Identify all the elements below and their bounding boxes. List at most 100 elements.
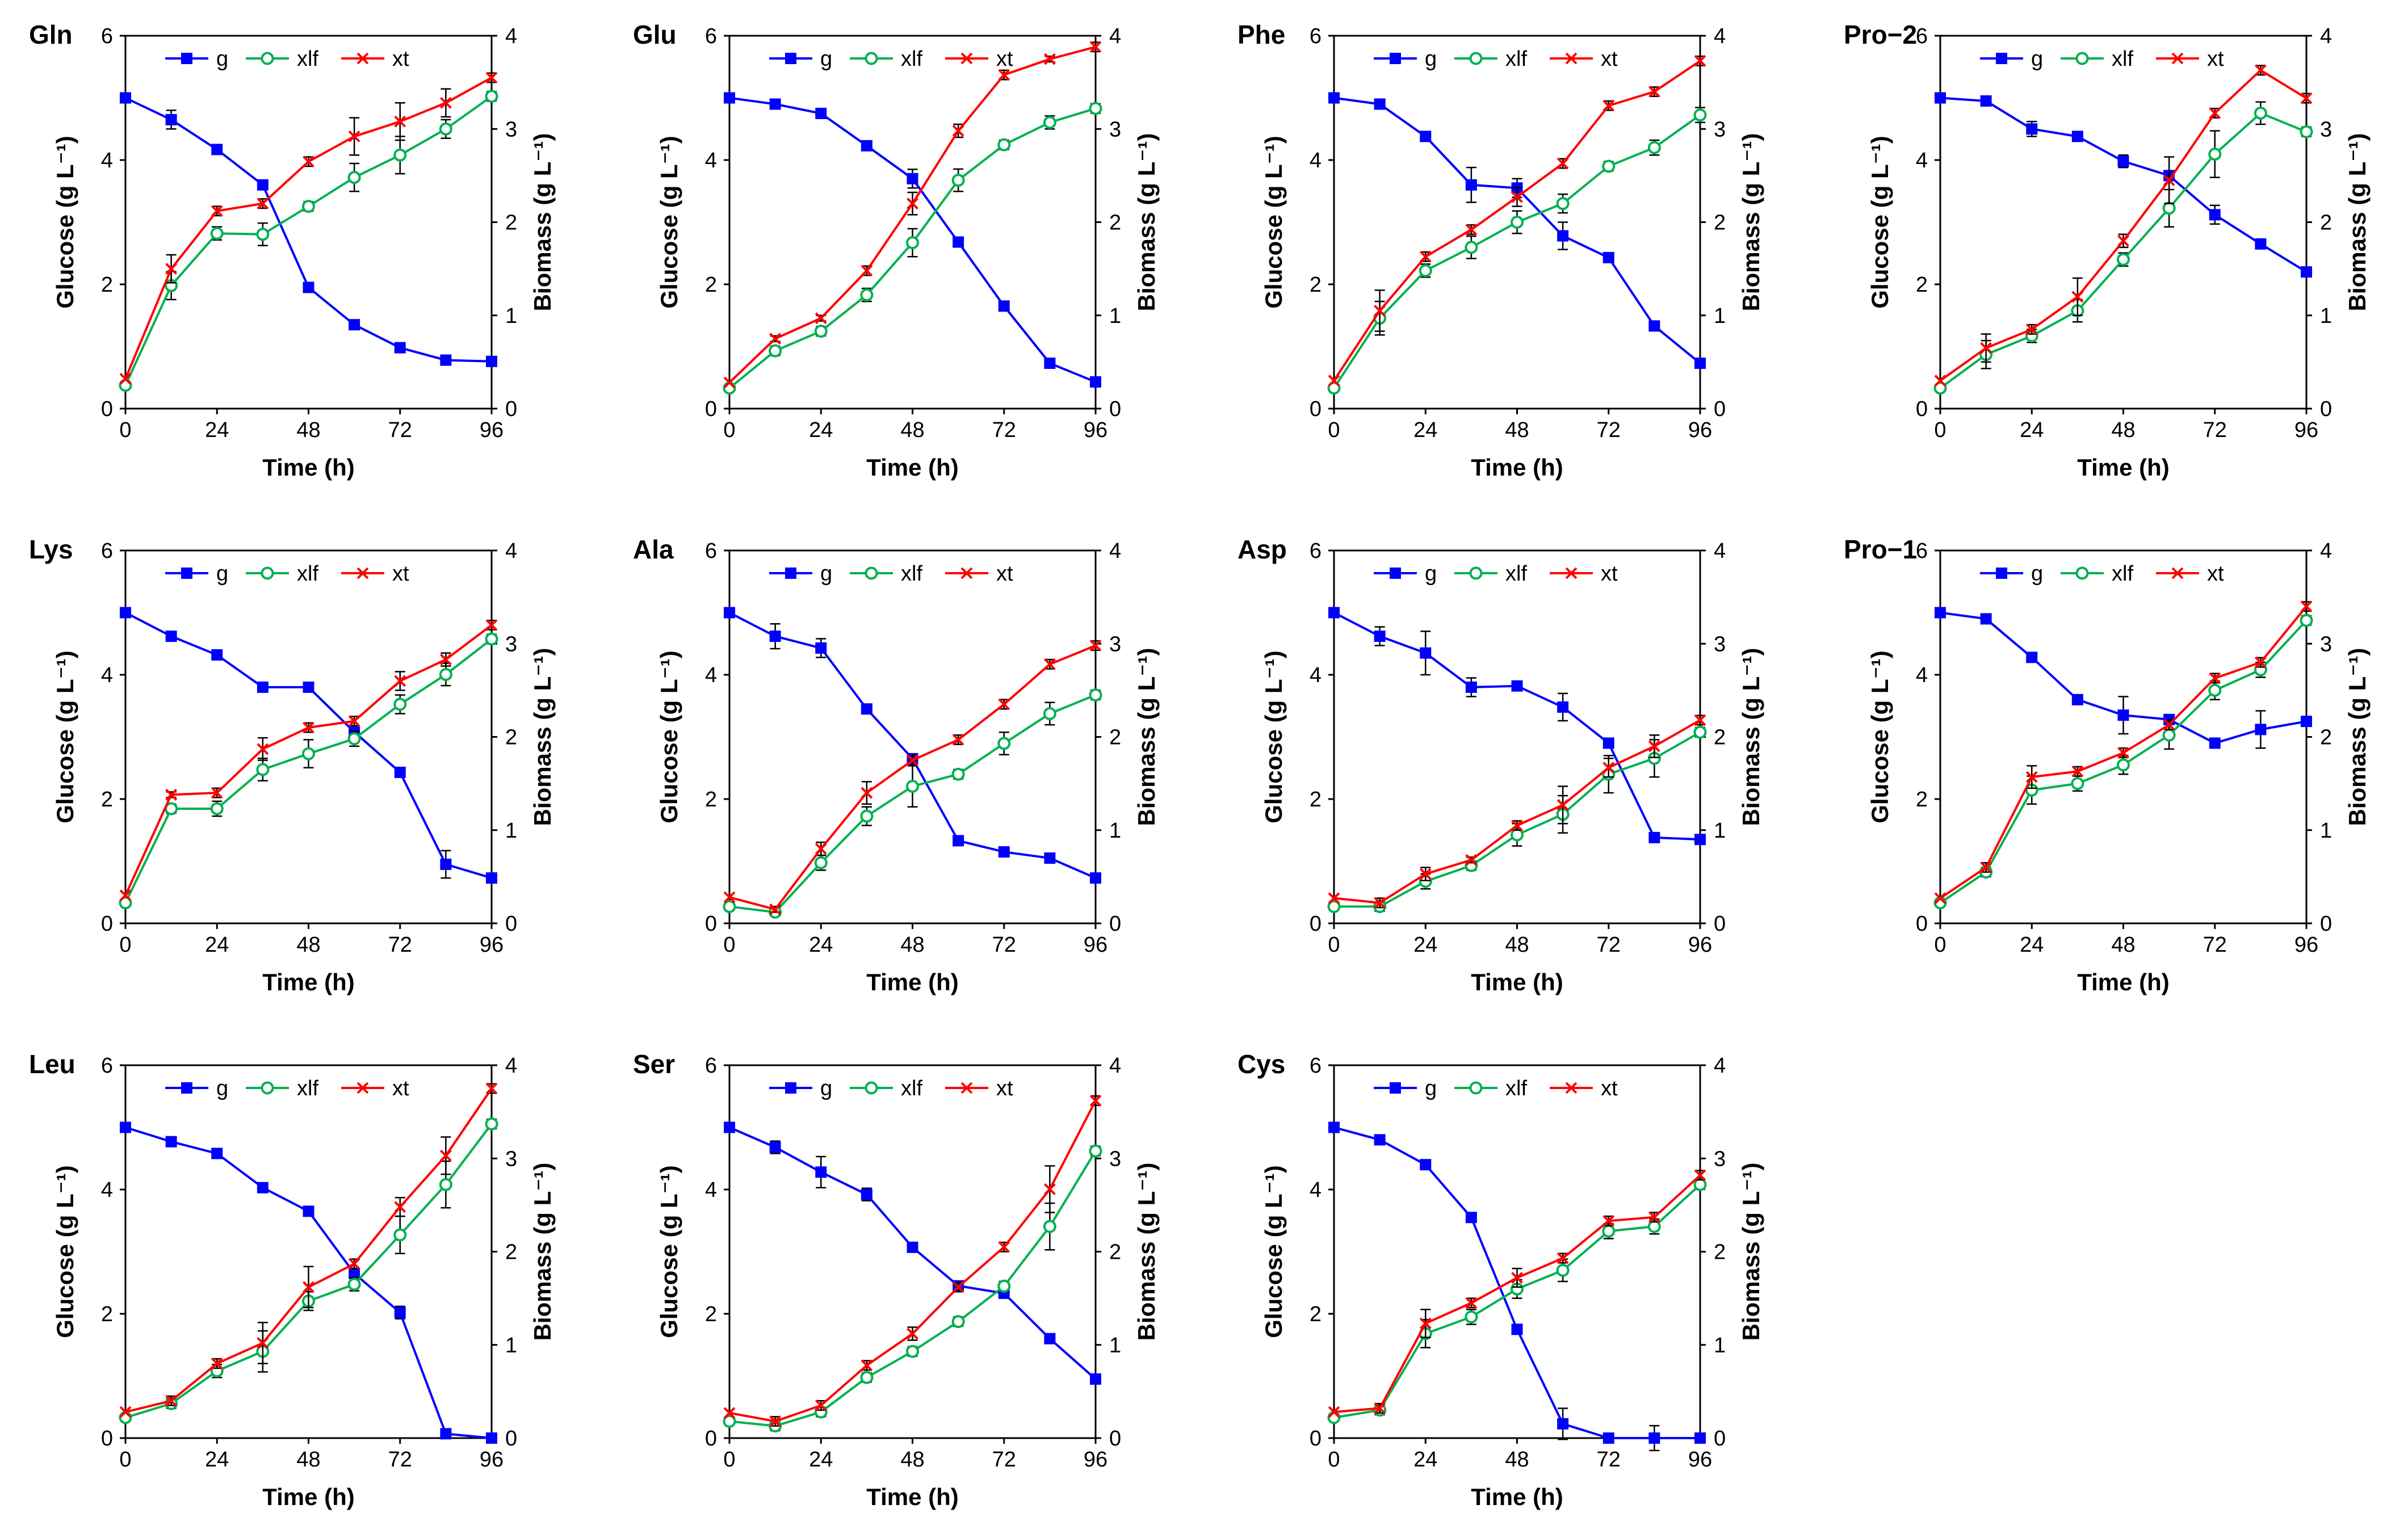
data-point-xt-stroke-b [257, 1337, 269, 1349]
data-point-xlf [2300, 613, 2313, 627]
data-point-xlf [1511, 216, 1524, 229]
y-tick-label-right: 4 [1109, 539, 1121, 563]
y-tick-label-left: 4 [1310, 1178, 1322, 1202]
legend-item-xlf: xlf [850, 47, 922, 71]
legend-marker [785, 53, 796, 64]
data-point-xt [1980, 342, 1992, 354]
series-xlf [1327, 107, 1707, 395]
y-axis-label-left: Glucose (g L⁻¹) [1260, 650, 1287, 823]
y-tick-label-left: 6 [705, 539, 717, 563]
y-tick-label-right: 2 [2320, 726, 2332, 750]
y-tick-label-right: 0 [2320, 397, 2332, 421]
legend: g xlf xt [165, 562, 409, 586]
legend-item-xlf: xlf [246, 1077, 318, 1100]
data-point-g [907, 1241, 918, 1253]
data-point-xt [2071, 765, 2084, 777]
data-point-xt-stroke-b [257, 743, 269, 755]
y-tick-label-right: 0 [1714, 912, 1726, 936]
legend-item-g: g [1374, 1077, 1437, 1100]
y-tick-label-left: 6 [705, 24, 717, 48]
legend: g xlf xt [1374, 562, 1618, 586]
legend-item-xt: xt [1550, 47, 1618, 71]
data-point-g [2301, 266, 2312, 278]
data-point-xlf [302, 200, 315, 213]
data-point-g [394, 766, 406, 778]
data-point-xt [439, 96, 452, 109]
data-point-xt [2300, 600, 2313, 612]
y-tick-label-right: 3 [2320, 117, 2332, 141]
legend-marker-stroke-b [960, 567, 973, 579]
x-axis-label: Time (h) [1471, 1483, 1563, 1510]
data-point-xt-stroke-b [2117, 234, 2129, 247]
data-point-g [1648, 831, 1660, 843]
y-axis-label-left: Glucose (g L⁻¹) [1260, 136, 1287, 309]
x-tick-label: 0 [119, 933, 131, 957]
x-tick-label: 24 [205, 933, 229, 957]
data-point-xt-stroke-b [769, 903, 782, 915]
y-tick-label-right: 2 [1714, 726, 1726, 750]
y-tick-label-left: 2 [1310, 1302, 1322, 1326]
x-tick-label: 24 [205, 418, 229, 442]
data-point-xlf [256, 763, 270, 776]
data-point-g [2071, 694, 2083, 705]
data-point-xt [815, 1399, 827, 1411]
data-point-xt [1465, 854, 1478, 866]
y-tick-label-left: 6 [101, 539, 113, 563]
data-point-xt [2117, 747, 2129, 759]
legend-item-xt: xt [945, 562, 1013, 586]
legend-label: g [1425, 562, 1437, 586]
data-point-xt-stroke-b [907, 1327, 918, 1340]
data-point-xt [1602, 762, 1615, 774]
y-tick-label-right: 2 [505, 211, 517, 235]
y-tick-label-left: 4 [1916, 663, 1928, 687]
data-point-g [257, 179, 269, 191]
y-tick-label-left: 4 [1310, 663, 1322, 687]
y-tick-label-right: 1 [1109, 1334, 1121, 1358]
data-point-xt [1374, 305, 1386, 317]
data-point-xt-stroke-b [394, 115, 406, 128]
data-point-g [2071, 131, 2083, 142]
data-point-g [1090, 376, 1101, 388]
data-point-xt-stroke-b [348, 130, 360, 142]
y-axis-label-right: Biomass (g L⁻¹) [2344, 133, 2371, 312]
data-point-xt [1602, 1214, 1615, 1227]
data-point-xlf [485, 90, 498, 103]
data-point-xt [2300, 92, 2313, 104]
data-point-g [724, 92, 735, 104]
data-point-xt-stroke-b [2071, 765, 2084, 777]
legend: g xlf xt [769, 562, 1013, 586]
legend-item-g: g [1980, 562, 2043, 586]
data-point-xt [1419, 868, 1432, 880]
x-tick-label: 96 [480, 933, 504, 957]
x-tick-label: 48 [296, 418, 320, 442]
data-point-xt-stroke-b [2025, 323, 2038, 335]
x-tick-label: 72 [992, 1448, 1016, 1472]
data-point-xlf [485, 1117, 498, 1130]
data-point-g [394, 1306, 406, 1318]
data-point-xlf [1465, 241, 1478, 254]
x-axis-label: Time (h) [866, 969, 959, 995]
data-point-xt-stroke-b [1089, 640, 1102, 652]
y-tick-label-left: 0 [705, 912, 717, 936]
legend-item-g: g [769, 1077, 832, 1100]
x-axis-label: Time (h) [262, 969, 355, 995]
data-point-xt-stroke-b [1602, 99, 1615, 112]
data-point-xt [257, 743, 269, 755]
legend-marker [2171, 567, 2184, 579]
y-tick-label-right: 1 [2320, 304, 2332, 328]
legend-label: g [216, 47, 228, 71]
legend-label: g [1425, 1077, 1437, 1100]
y-tick-label-right: 4 [505, 1054, 517, 1078]
data-point-xt [1980, 861, 1992, 873]
data-point-xt-stroke-b [861, 787, 873, 799]
data-point-xt [165, 263, 178, 275]
data-point-xt [723, 891, 736, 903]
legend-item-xt: xt [945, 1077, 1013, 1100]
data-point-g [1328, 1121, 1340, 1133]
data-point-xt [1511, 191, 1523, 203]
error-bars-g [770, 100, 1101, 386]
series-line-xlf [729, 1150, 1097, 1427]
